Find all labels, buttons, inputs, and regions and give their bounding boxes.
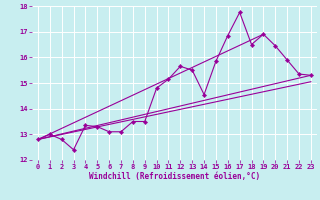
X-axis label: Windchill (Refroidissement éolien,°C): Windchill (Refroidissement éolien,°C): [89, 172, 260, 181]
